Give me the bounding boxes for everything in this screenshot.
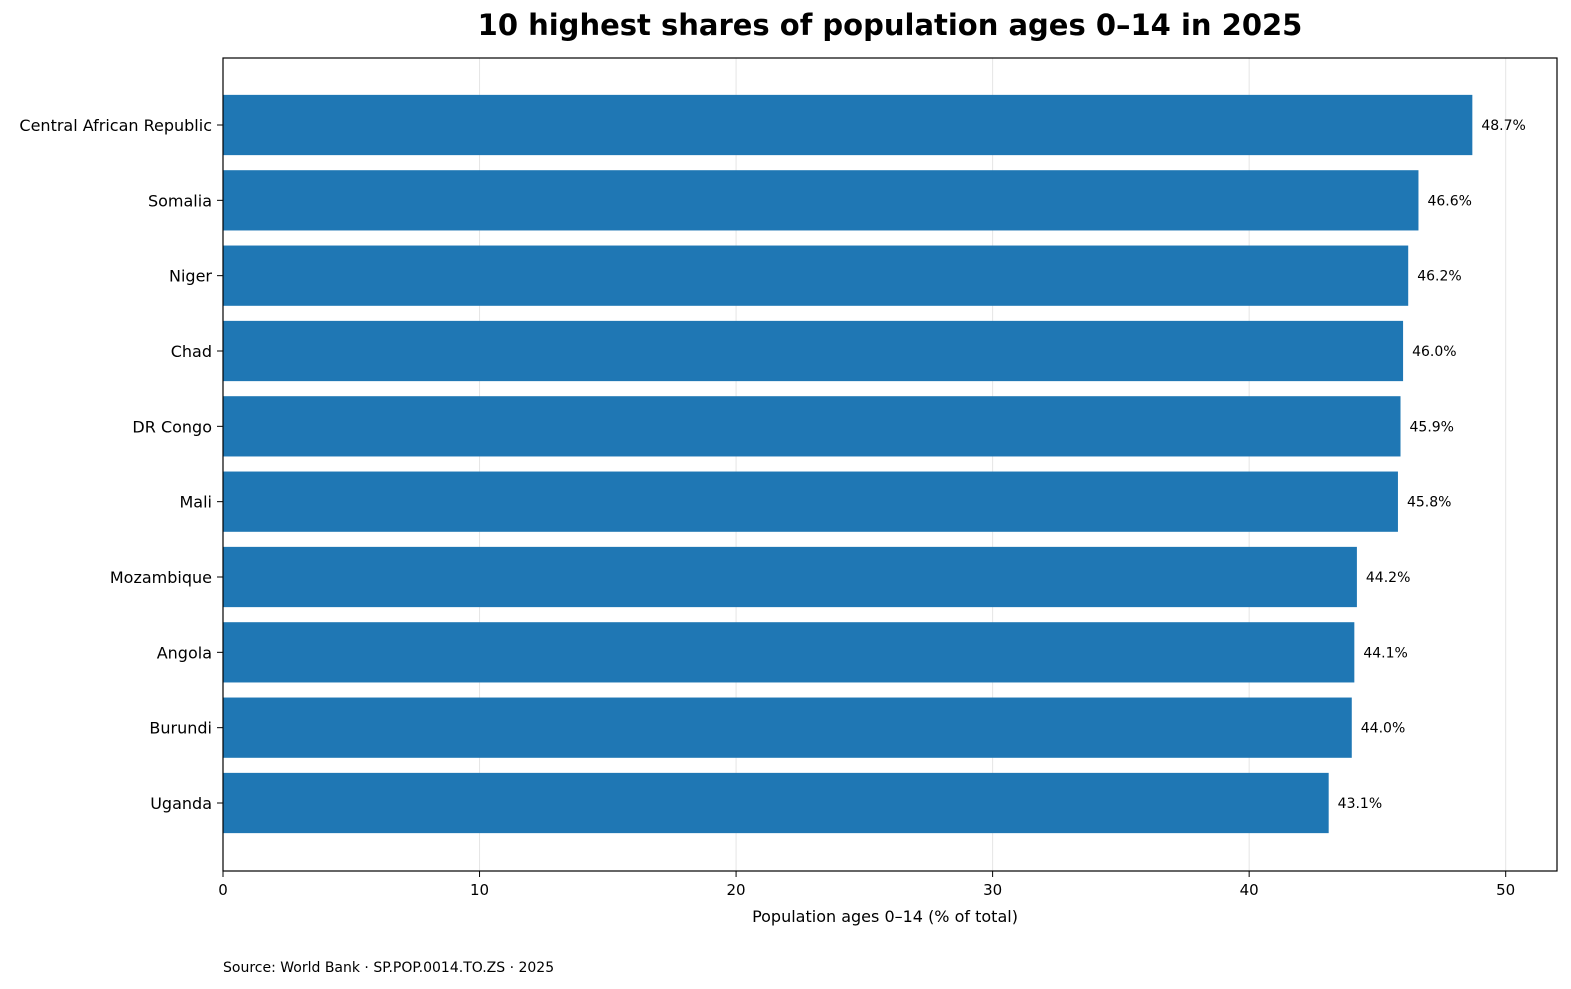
- x-axis-label: Population ages 0–14 (% of total): [752, 907, 1018, 926]
- category-label: Uganda: [150, 794, 212, 813]
- bars: [223, 94, 1473, 834]
- bar: [223, 320, 1404, 382]
- bar: [223, 697, 1352, 758]
- x-ticks: 0 10 20 30 40 50: [218, 871, 1515, 899]
- source-note: Source: World Bank · SP.POP.0014.TO.ZS ·…: [223, 960, 554, 976]
- category-label: Angola: [157, 643, 212, 662]
- x-tick-label: 10: [470, 881, 489, 899]
- value-label: 48.7%: [1481, 118, 1525, 134]
- category-label: Mali: [180, 493, 213, 512]
- category-label: Somalia: [148, 191, 212, 210]
- bar: [223, 396, 1401, 457]
- category-label: Niger: [169, 267, 212, 286]
- chart-title: 10 highest shares of population ages 0–1…: [478, 8, 1303, 42]
- value-label: 46.6%: [1427, 193, 1471, 209]
- value-label: 44.1%: [1363, 645, 1407, 661]
- bar: [223, 471, 1398, 532]
- value-label: 44.0%: [1361, 721, 1405, 737]
- category-label: Burundi: [149, 719, 212, 738]
- x-tick-label: 50: [1496, 881, 1515, 899]
- value-label: 46.2%: [1417, 269, 1461, 285]
- x-tick-label: 30: [983, 881, 1002, 899]
- bar: [223, 546, 1357, 608]
- category-label: DR Congo: [132, 417, 212, 436]
- bar: [223, 94, 1473, 156]
- value-labels: 48.7% 46.6% 46.2% 46.0% 45.9% 45.8% 44.2% 44.1%…: [1338, 118, 1526, 812]
- category-label: Chad: [171, 342, 212, 361]
- bar: [223, 245, 1409, 306]
- category-labels: Central African Republic Somalia Niger Chad…: [19, 116, 223, 813]
- x-tick-label: 40: [1240, 881, 1259, 899]
- value-label: 44.2%: [1366, 570, 1410, 586]
- plot-frame: [222, 57, 1558, 872]
- bar: [223, 170, 1419, 231]
- value-label: 45.8%: [1407, 495, 1451, 511]
- category-label: Mozambique: [110, 568, 212, 587]
- bar: [223, 772, 1329, 834]
- value-label: 45.9%: [1410, 419, 1454, 435]
- x-tick-label: 20: [727, 881, 746, 899]
- bar: [223, 622, 1355, 683]
- x-tick-label: 0: [218, 881, 228, 899]
- value-label: 46.0%: [1412, 344, 1456, 360]
- value-label: 43.1%: [1338, 796, 1382, 812]
- category-label: Central African Republic: [19, 116, 212, 135]
